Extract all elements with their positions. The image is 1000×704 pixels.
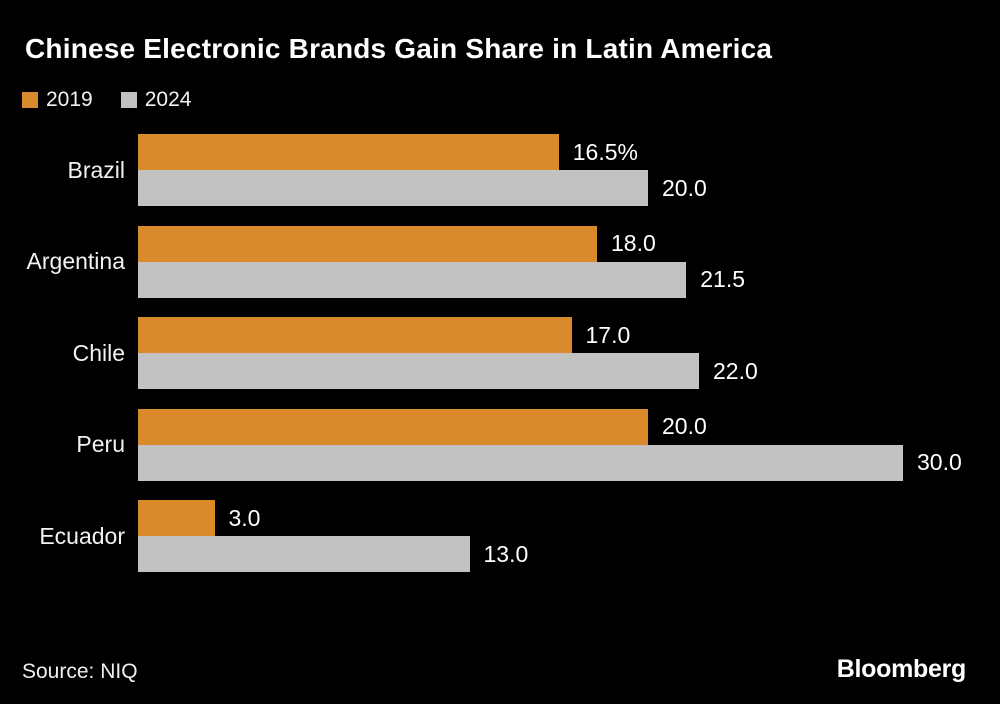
value-label-peru-2019: 20.0	[662, 413, 707, 439]
bar-ecuador-2019	[138, 500, 215, 536]
legend-item-2024: 2024	[120, 88, 192, 112]
legend: 2019 2024	[22, 88, 191, 112]
value-label-ecuador-2024: 13.0	[483, 540, 529, 567]
bar-brazil-2019	[138, 134, 559, 170]
value-label-brazil-2024: 20.0	[662, 174, 707, 201]
chart-row-argentina: Argentina 18.0 21.5	[0, 225, 1000, 298]
chart-row-chile: Chile 17.0 22.0	[0, 317, 1000, 389]
category-label-chile: Chile	[72, 339, 125, 366]
chart-title: Chinese Electronic Brands Gain Share in …	[25, 33, 773, 64]
value-label-chile-2019: 17.0	[585, 321, 631, 348]
legend-label-2024: 2024	[144, 88, 192, 111]
chart-row-peru: Peru 20.0 30.0	[0, 408, 1000, 481]
legend-swatch-2024	[120, 92, 137, 108]
bar-peru-2024	[138, 444, 903, 481]
legend-label-2019: 2019	[46, 88, 93, 111]
value-label-chile-2024: 22.0	[713, 357, 758, 384]
value-label-peru-2024: 30.0	[917, 449, 962, 475]
bar-chart: Brazil 16.5% 20.0 Argentina 18.0 21.5 Chile 17.…	[0, 134, 1000, 574]
legend-item-2019: 2019	[22, 88, 93, 112]
category-label-brazil: Brazil	[67, 156, 125, 183]
bar-argentina-2024	[138, 261, 687, 298]
value-label-ecuador-2019: 3.0	[228, 504, 261, 531]
bar-ecuador-2024	[138, 536, 470, 572]
bar-chile-2019	[138, 317, 572, 353]
legend-swatch-2019	[22, 92, 38, 108]
bar-argentina-2019	[138, 225, 597, 262]
bar-chile-2024	[138, 353, 699, 389]
category-label-ecuador: Ecuador	[39, 522, 125, 549]
bar-brazil-2024	[138, 170, 648, 206]
source-label: Source: NIQ	[22, 660, 138, 683]
category-label-peru: Peru	[76, 431, 125, 457]
chart-row-brazil: Brazil 16.5% 20.0	[0, 134, 1000, 206]
value-label-brazil-2019: 16.5%	[572, 138, 638, 165]
bar-peru-2019	[138, 408, 648, 445]
category-label-argentina: Argentina	[26, 248, 125, 274]
chart-row-ecuador: Ecuador 3.0 13.0	[0, 500, 1000, 572]
bloomberg-logo: Bloomberg	[836, 655, 967, 683]
value-label-argentina-2019: 18.0	[611, 230, 656, 256]
value-label-argentina-2024: 21.5	[700, 266, 746, 292]
